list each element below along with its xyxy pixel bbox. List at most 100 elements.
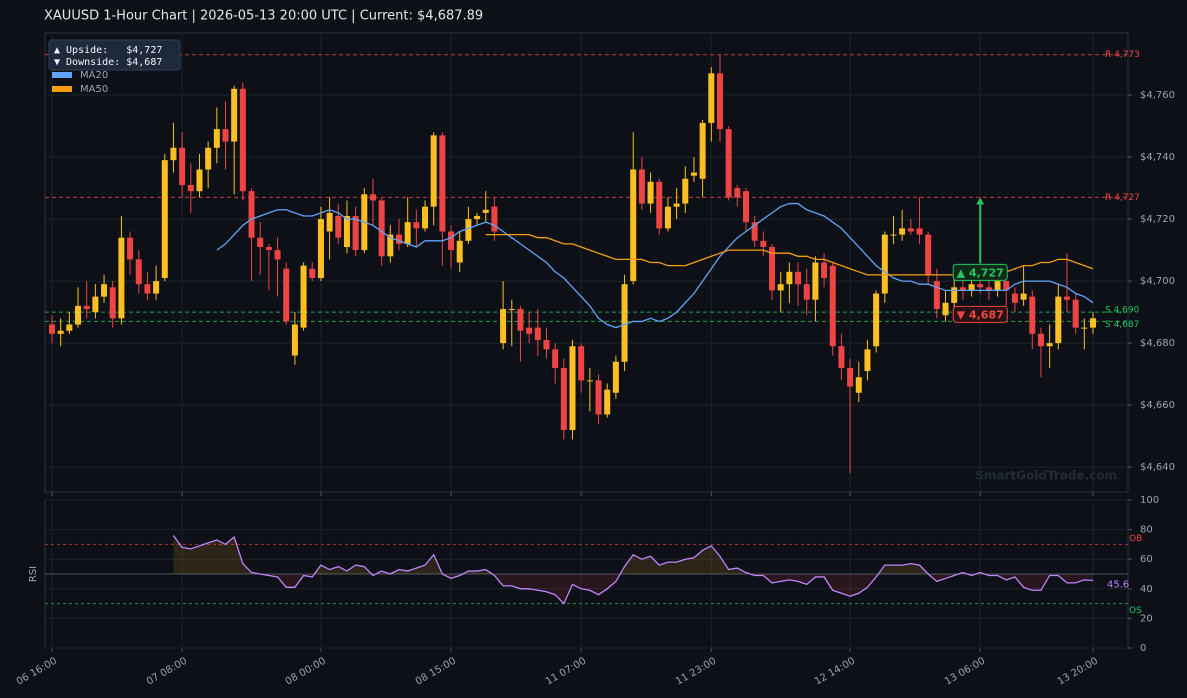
candle-body [760,240,767,247]
candle-body [543,340,550,350]
candle-body [283,268,290,322]
candle-body [821,262,828,279]
chart-title: XAUUSD 1-Hour Chart | 2026-05-13 20:00 U… [44,9,483,24]
candle-body [517,309,524,331]
candle-body [699,122,706,179]
rsi-threshold-label: OB [1129,534,1142,544]
candle-body [1011,293,1018,303]
candle-body [985,287,992,291]
candle-body [890,234,897,236]
rsi-value-label: 45.6 [1107,580,1129,591]
y-tick-label: $4,680 [1140,338,1175,349]
candle-body [92,296,99,313]
candle-body [881,234,888,294]
candle-body [222,129,229,142]
candle-body [213,129,220,148]
legend-swatch [52,72,72,78]
candle-body [604,389,611,415]
candle-body [378,200,385,257]
candle-body [456,240,463,263]
candle-body [118,237,125,319]
ma-line [216,202,1094,329]
candle-body [751,222,758,241]
candle-body [777,284,784,291]
candle-body [907,228,914,232]
candle-body [708,73,715,123]
candle-body [847,367,854,387]
legend-label: MA50 [80,84,108,95]
candle-body [951,287,958,303]
info-box [48,39,181,71]
candle-body [829,265,836,347]
target-box [952,263,1008,281]
candle-body [413,222,420,229]
candle-body [239,88,246,192]
candle-body [309,268,316,279]
candle-body [977,284,984,288]
candle-body [317,219,324,279]
candle-body [586,380,593,382]
candle-body [335,215,342,238]
level-label: R 4,727 [1105,193,1140,203]
rsi-threshold-label: OS [1129,606,1142,616]
candle-body [569,346,576,430]
y-tick-label: 20 [1140,613,1153,624]
candle-body [994,281,1001,291]
target-arrow-head [976,197,985,205]
y-tick-label: 0 [1140,643,1146,654]
y-tick-label: 60 [1140,554,1153,565]
candle-body [1029,296,1036,334]
candle-body [422,206,429,229]
candle-body [430,135,437,207]
rsi-fill-below [173,574,1093,604]
candle-body [1037,333,1044,347]
rsi-line [172,535,1094,605]
y-tick-label: $4,700 [1140,276,1175,287]
candle-body [933,281,940,310]
candle-body [664,206,671,229]
candle-body [1081,327,1088,329]
y-tick-label: $4,660 [1140,400,1175,411]
candle-body [743,191,749,223]
candle-body [161,160,168,279]
candle-body [387,234,394,257]
candle-body [716,73,723,130]
candle-body [925,234,932,275]
candle-body [396,234,402,244]
candle-body [274,250,281,260]
candle-body [491,206,498,232]
candle-body [612,361,619,393]
candle-body [205,147,212,170]
candle-body [153,281,160,294]
candle-body [448,231,455,251]
candle-body [899,228,906,235]
candle-body [812,262,819,300]
y-tick-label: $4,740 [1140,152,1175,163]
candle-body [474,215,481,220]
candle-body [786,271,793,285]
y-tick-label: 40 [1140,584,1153,595]
candle-body [803,284,810,300]
candle-body [526,327,533,334]
candle-body [404,222,411,244]
price-panel [44,32,1129,493]
candle-body [57,330,64,334]
legend-swatch [52,86,72,92]
level-label: S 4,690 [1105,306,1140,316]
watermark: SmartGoldTrade.com [975,469,1117,483]
candle-body [621,284,628,362]
candle-body [734,188,741,198]
candle-body [101,284,108,297]
y-tick-label: 80 [1140,525,1153,536]
target-label: ▼ 4,687 [957,308,1004,321]
candle-body [864,349,871,372]
candle-body [75,305,82,325]
level-label: R 4,773 [1105,50,1140,60]
candle-body [135,259,142,285]
candle-body [326,212,333,232]
candle-body [795,271,802,285]
candle-body [127,237,134,260]
candle-body [248,191,255,238]
candle-body [656,181,663,229]
